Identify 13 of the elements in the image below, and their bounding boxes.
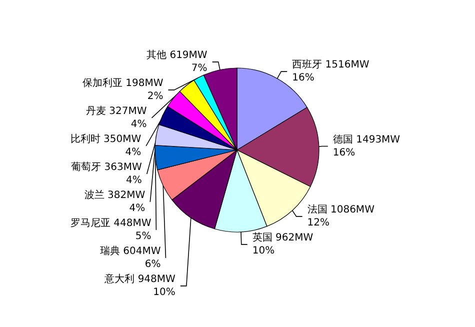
slice-label: 波兰 382MW 4% xyxy=(84,188,146,214)
slice-label: 葡萄牙 363MW 4% xyxy=(71,160,142,186)
slice-label: 英国 962MW 10% xyxy=(252,231,314,256)
slice-label: 瑞典 604MW 6% xyxy=(100,244,161,270)
slice-label: 其他 619MW 7% xyxy=(146,48,208,74)
slice-label: 意大利 948MW 10% xyxy=(104,272,176,298)
slice-label: 比利时 350MW 4% xyxy=(70,132,142,158)
slice-label: 罗马尼亚 448MW 5% xyxy=(70,218,152,242)
slice-label: 德国 1493MW 16% xyxy=(332,134,400,158)
slice-label: 保加利亚 198MW 2% xyxy=(82,76,164,102)
slice-label: 丹麦 327MW 4% xyxy=(86,104,147,130)
slice-label: 法国 1086MW 12% xyxy=(307,203,375,228)
slice-label: 西班牙 1516MW 16% xyxy=(292,58,370,84)
